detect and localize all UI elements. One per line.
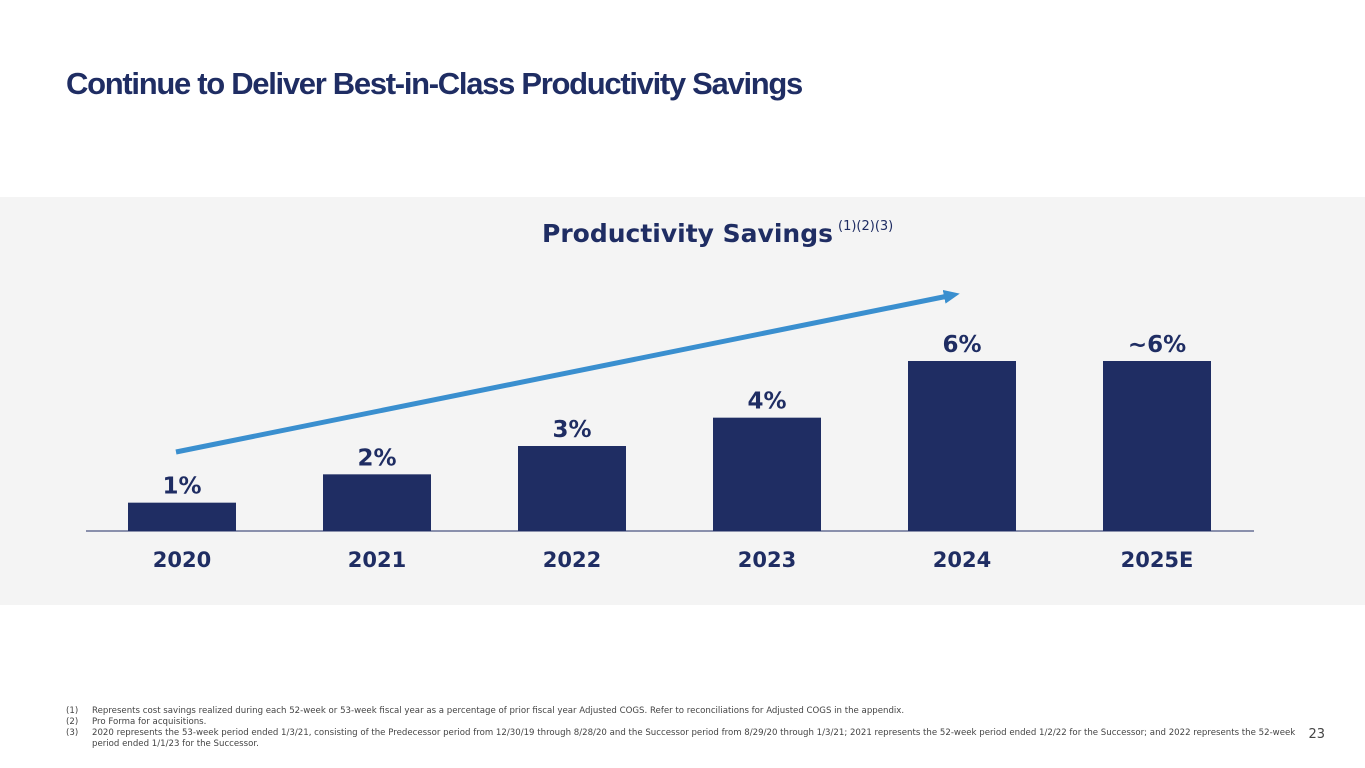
trend-arrow <box>175 289 960 455</box>
footnote-text: 2020 represents the 53-week period ended… <box>92 728 1296 749</box>
category-label-2020: 2020 <box>153 548 211 572</box>
footnotes: (1) Represents cost savings realized dur… <box>66 706 1296 750</box>
category-label-2022: 2022 <box>543 548 601 572</box>
bar-2023 <box>713 417 821 531</box>
category-label-2024: 2024 <box>933 548 991 572</box>
footnote-number: (2) <box>66 717 79 727</box>
bar-2020 <box>128 502 236 531</box>
data-label-2023: 4% <box>747 389 786 415</box>
footnote-number: (3) <box>66 728 79 738</box>
category-labels-group: 2020 2021 2022 2023 2024 2025E <box>153 548 1194 572</box>
chart-panel: Productivity Savings (1)(2)(3) 1% 2% 3% 4% 6… <box>0 197 1365 605</box>
chart-title: Productivity Savings <box>542 219 833 248</box>
data-label-2022: 3% <box>552 417 591 443</box>
bar-2024 <box>908 361 1016 531</box>
bars-group <box>128 361 1211 531</box>
chart-title-superscript: (1)(2)(3) <box>838 219 893 234</box>
page-number: 23 <box>1308 727 1325 742</box>
footnote-text: Represents cost savings realized during … <box>92 706 905 716</box>
category-label-2021: 2021 <box>348 548 406 572</box>
footnote-text: Pro Forma for acquisitions. <box>92 717 207 727</box>
data-label-2020: 1% <box>162 474 201 500</box>
bar-2025E <box>1103 361 1211 531</box>
data-labels-group: 1% 2% 3% 4% 6% ~6% <box>162 332 1186 500</box>
bar-2022 <box>518 446 626 531</box>
footnote-number: (1) <box>66 706 79 716</box>
page-title: Continue to Deliver Best-in-Class Produc… <box>66 66 803 101</box>
footnote-3: (3) 2020 represents the 53-week period e… <box>66 728 1296 750</box>
footnote-1: (1) Represents cost savings realized dur… <box>66 706 1296 717</box>
data-label-2025E: ~6% <box>1128 332 1186 358</box>
bar-2021 <box>323 474 431 531</box>
data-label-2021: 2% <box>357 445 396 471</box>
data-label-2024: 6% <box>942 332 981 358</box>
category-label-2023: 2023 <box>738 548 796 572</box>
productivity-savings-chart: Productivity Savings (1)(2)(3) 1% 2% 3% 4% 6… <box>86 219 1254 572</box>
category-label-2025E: 2025E <box>1121 548 1194 572</box>
footnote-2: (2) Pro Forma for acquisitions. <box>66 717 1296 728</box>
